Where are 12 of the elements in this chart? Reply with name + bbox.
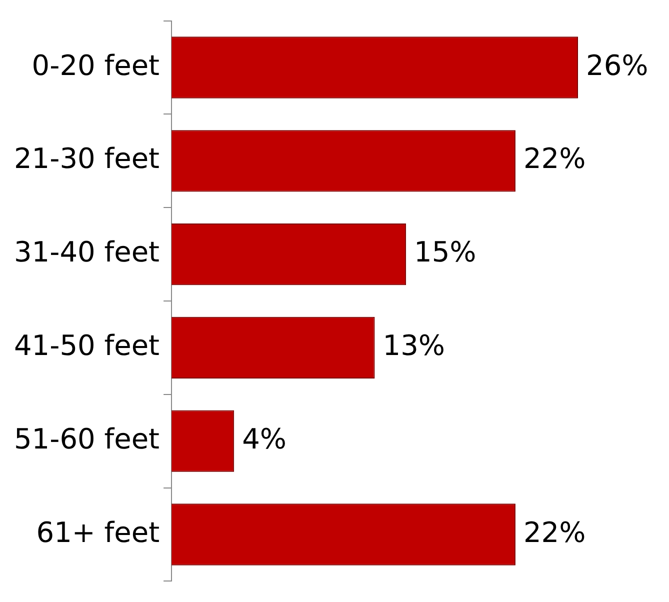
- y-tick-label: 0-20 feet: [32, 48, 160, 82]
- data-label: 22%: [523, 516, 586, 549]
- y-tick-label: 31-40 feet: [14, 236, 160, 269]
- data-label: 4%: [242, 422, 287, 456]
- data-label: 22%: [523, 142, 586, 176]
- y-tick-label: 41-50 feet: [14, 328, 160, 362]
- y-tick-label: 51-60 feet: [14, 422, 160, 456]
- y-tick-label: 61+ feet: [36, 516, 160, 549]
- data-label: 13%: [382, 328, 446, 362]
- y-tick-label: 21-30 feet: [14, 142, 160, 176]
- data-label: 15%: [414, 236, 476, 269]
- data-label: 26%: [586, 48, 648, 82]
